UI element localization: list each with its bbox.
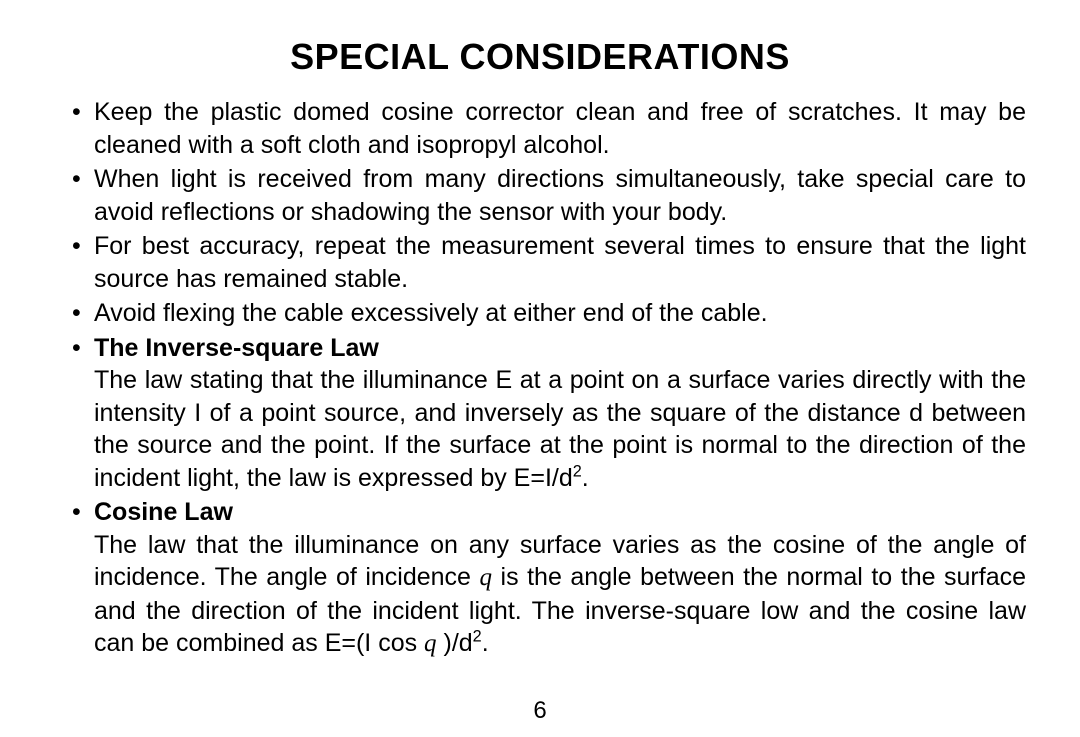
page-container: SPECIAL CONSIDERATIONS Keep the plastic … xyxy=(0,0,1080,737)
list-item-cosine-law: Cosine Law The law that the illuminance … xyxy=(94,496,1026,661)
list-item: Keep the plastic domed cosine corrector … xyxy=(94,96,1026,161)
superscript: 2 xyxy=(573,462,582,480)
cosine-law-body-c: )/d xyxy=(437,629,473,657)
cosine-law-body-d: . xyxy=(482,629,489,657)
inverse-square-body-end: . xyxy=(582,464,589,492)
theta-symbol: q xyxy=(424,630,437,657)
list-item: When light is received from many directi… xyxy=(94,163,1026,228)
cosine-law-heading: Cosine Law xyxy=(94,498,233,526)
list-item: Avoid flexing the cable excessively at e… xyxy=(94,297,1026,330)
theta-symbol: q xyxy=(480,564,493,591)
page-title: SPECIAL CONSIDERATIONS xyxy=(54,36,1026,78)
page-number: 6 xyxy=(0,697,1080,725)
list-item: For best accuracy, repeat the measuremen… xyxy=(94,230,1026,295)
bullet-list: Keep the plastic domed cosine corrector … xyxy=(54,96,1026,661)
inverse-square-heading: The Inverse-square Law xyxy=(94,334,379,362)
inverse-square-body: The law stating that the illuminance E a… xyxy=(94,366,1026,492)
superscript: 2 xyxy=(473,628,482,646)
list-item-inverse-square: The Inverse-square Law The law stating t… xyxy=(94,332,1026,495)
